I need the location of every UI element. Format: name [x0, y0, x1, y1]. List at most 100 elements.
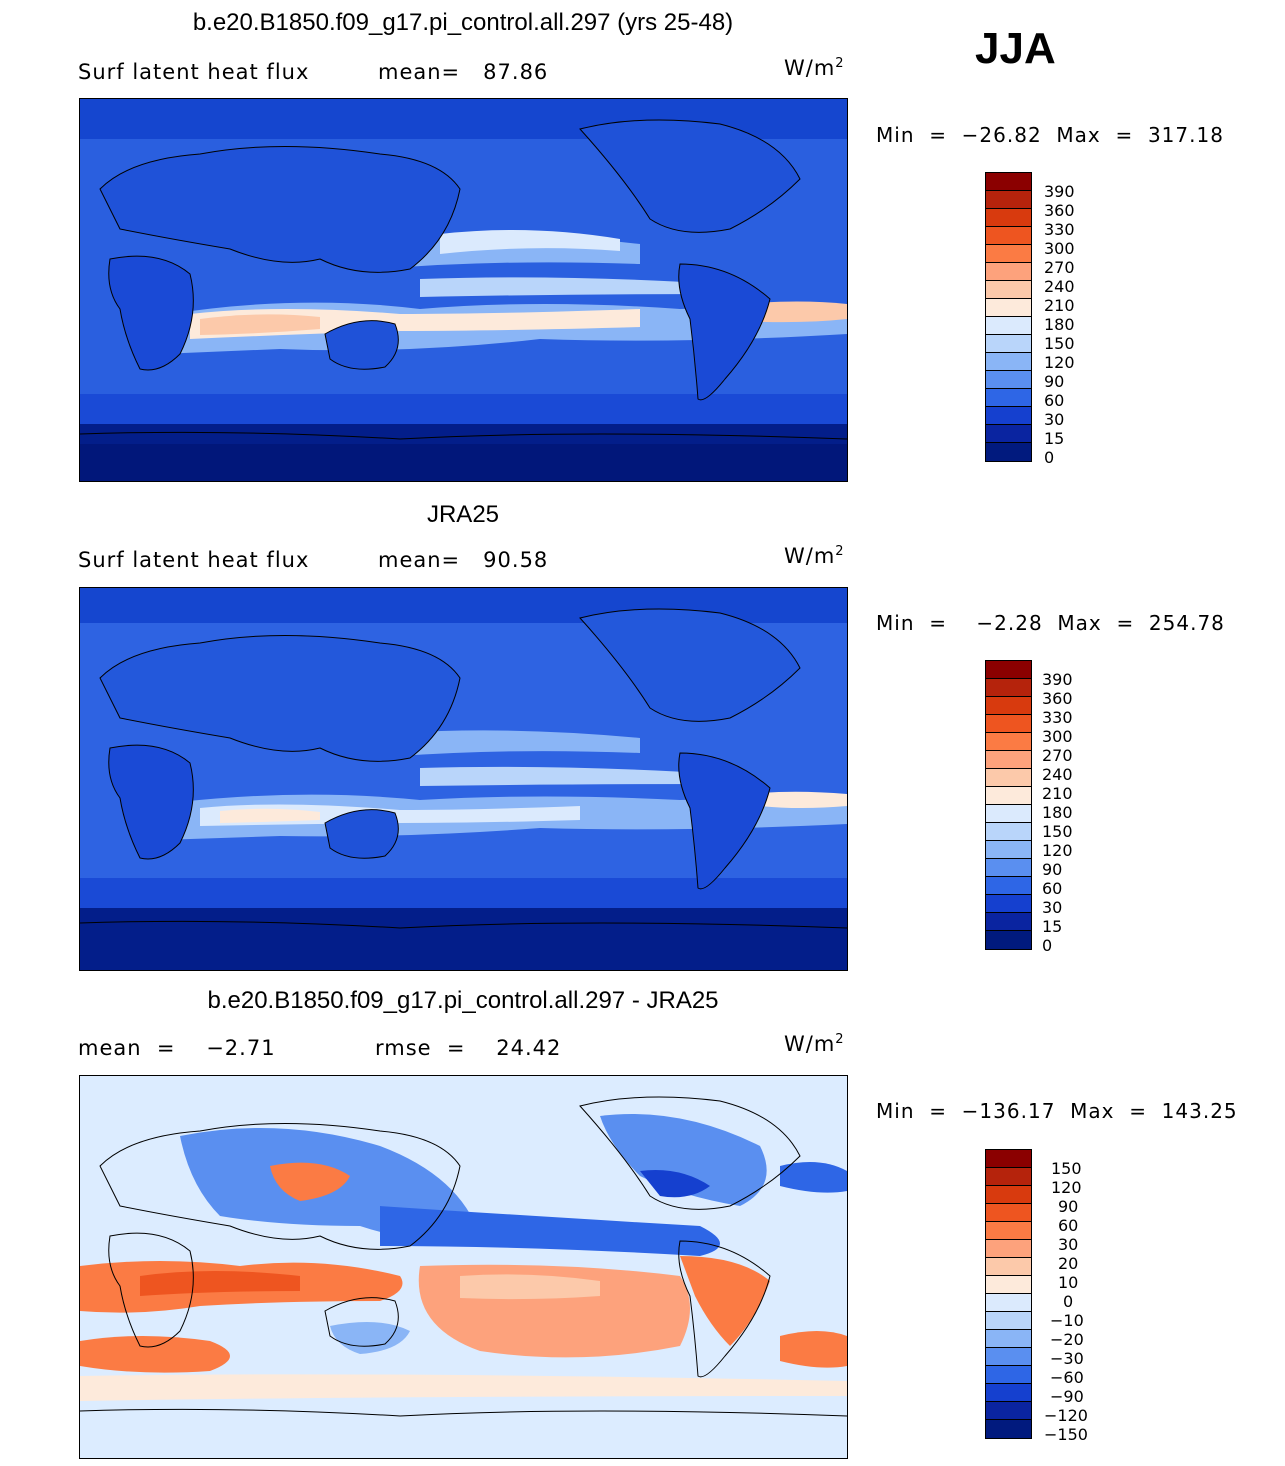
colorbar-cell — [986, 859, 1031, 877]
colorbar-cell — [986, 1384, 1031, 1402]
colorbar-cell — [986, 209, 1031, 227]
colorbar-tick-label: 210 — [1042, 784, 1073, 803]
colorbar-cell — [986, 841, 1031, 859]
colorbar-cell — [986, 1150, 1031, 1168]
colorbar-tick-label: 390 — [1042, 670, 1073, 689]
colorbar-cell — [986, 913, 1031, 931]
panel-2-title: JRA25 — [426, 501, 500, 528]
colorbar-tick-label: 15 — [1042, 917, 1063, 936]
colorbar-cell — [986, 679, 1031, 697]
colorbar-cell — [986, 389, 1031, 407]
colorbar-cell — [986, 1330, 1031, 1348]
colorbar-tick-label: 30 — [1044, 410, 1065, 429]
colorbar-cell — [986, 1276, 1031, 1294]
colorbar-tick-label: 390 — [1044, 182, 1075, 201]
season-label: JJA — [975, 24, 1056, 73]
panel-1-map-svg — [80, 99, 847, 481]
colorbar-tick-label: 150 — [1042, 822, 1073, 841]
panel-3-colorbar — [985, 1149, 1032, 1439]
colorbar-cell — [986, 173, 1031, 191]
colorbar-cell — [986, 425, 1031, 443]
colorbar-tick-label: −150 — [1044, 1425, 1088, 1444]
colorbar-cell — [986, 1366, 1031, 1384]
colorbar-tick-label: 180 — [1044, 315, 1075, 334]
colorbar-tick-label: 0 — [1042, 936, 1053, 955]
panel-2-map-svg — [80, 588, 847, 970]
colorbar-tick-label: 30 — [1058, 1235, 1079, 1254]
colorbar-tick-label: 20 — [1058, 1254, 1079, 1273]
colorbar-tick-label: 270 — [1042, 746, 1073, 765]
colorbar-tick-label: 150 — [1044, 334, 1075, 353]
colorbar-cell — [986, 733, 1031, 751]
colorbar-cell — [986, 407, 1031, 425]
colorbar-tick-label: 240 — [1042, 765, 1073, 784]
colorbar-tick-label: 300 — [1044, 239, 1075, 258]
colorbar-cell — [986, 805, 1031, 823]
colorbar-tick-label: 210 — [1044, 296, 1075, 315]
colorbar-tick-label: 120 — [1042, 841, 1073, 860]
colorbar-cell — [986, 1168, 1031, 1186]
colorbar-cell — [986, 769, 1031, 787]
panel-3-map — [79, 1075, 848, 1459]
colorbar-tick-label: 30 — [1042, 898, 1063, 917]
panel-2-variable-label: Surf latent heat flux — [78, 548, 310, 572]
colorbar-tick-label: 10 — [1058, 1273, 1079, 1292]
colorbar-tick-label: 300 — [1042, 727, 1073, 746]
colorbar-tick-label: 90 — [1058, 1197, 1079, 1216]
colorbar-cell — [986, 751, 1031, 769]
panel-2-minmax: Min = −2.28 Max = 254.78 — [876, 611, 1225, 635]
colorbar-tick-label: 330 — [1042, 708, 1073, 727]
panel-3-map-svg — [80, 1076, 847, 1458]
colorbar-tick-label: 90 — [1044, 372, 1065, 391]
colorbar-cell — [986, 263, 1031, 281]
colorbar-cell — [986, 931, 1031, 949]
colorbar-cell — [986, 1348, 1031, 1366]
panel-1-colorbar — [985, 172, 1032, 462]
colorbar-tick-label: 0 — [1063, 1292, 1074, 1311]
colorbar-tick-label: 120 — [1051, 1178, 1082, 1197]
colorbar-tick-label: 0 — [1044, 448, 1055, 467]
panel-3-units: W/m2 — [784, 1032, 844, 1056]
panel-1-title: b.e20.B1850.f09_g17.pi_control.all.297 (… — [192, 9, 734, 36]
colorbar-cell — [986, 191, 1031, 209]
colorbar-cell — [986, 877, 1031, 895]
panel-1-units: W/m2 — [784, 56, 844, 80]
colorbar-cell — [986, 1420, 1031, 1438]
colorbar-cell — [986, 661, 1031, 679]
colorbar-tick-label: 120 — [1044, 353, 1075, 372]
colorbar-tick-label: 60 — [1042, 879, 1063, 898]
colorbar-tick-label: −90 — [1050, 1387, 1084, 1406]
colorbar-cell — [986, 443, 1031, 461]
colorbar-tick-label: −20 — [1050, 1330, 1084, 1349]
colorbar-cell — [986, 371, 1031, 389]
colorbar-tick-label: −120 — [1044, 1406, 1088, 1425]
colorbar-tick-label: 90 — [1042, 860, 1063, 879]
panel-2-units: W/m2 — [784, 544, 844, 568]
colorbar-cell — [986, 299, 1031, 317]
panel-3-title: b.e20.B1850.f09_g17.pi_control.all.297 -… — [207, 987, 719, 1014]
panel-1-mean-value: mean= 87.86 — [378, 60, 549, 84]
panel-1-map — [79, 98, 848, 482]
panel-2-map — [79, 587, 848, 971]
colorbar-cell — [986, 335, 1031, 353]
colorbar-tick-label: 60 — [1044, 391, 1065, 410]
colorbar-cell — [986, 715, 1031, 733]
colorbar-cell — [986, 353, 1031, 371]
colorbar-cell — [986, 697, 1031, 715]
colorbar-cell — [986, 1240, 1031, 1258]
panel-2-mean-value: mean= 90.58 — [378, 548, 549, 572]
colorbar-cell — [986, 317, 1031, 335]
colorbar-cell — [986, 823, 1031, 841]
colorbar-cell — [986, 1402, 1031, 1420]
panel-3-minmax: Min = −136.17 Max = 143.25 — [876, 1099, 1238, 1123]
colorbar-cell — [986, 227, 1031, 245]
colorbar-tick-label: −30 — [1050, 1349, 1084, 1368]
colorbar-cell — [986, 1204, 1031, 1222]
panel-3-mean-value: mean = −2.71 — [78, 1036, 276, 1060]
colorbar-tick-label: 360 — [1044, 201, 1075, 220]
colorbar-tick-label: 360 — [1042, 689, 1073, 708]
colorbar-cell — [986, 245, 1031, 263]
colorbar-cell — [986, 1294, 1031, 1312]
colorbar-tick-label: 60 — [1058, 1216, 1079, 1235]
panel-2-colorbar — [985, 660, 1032, 950]
